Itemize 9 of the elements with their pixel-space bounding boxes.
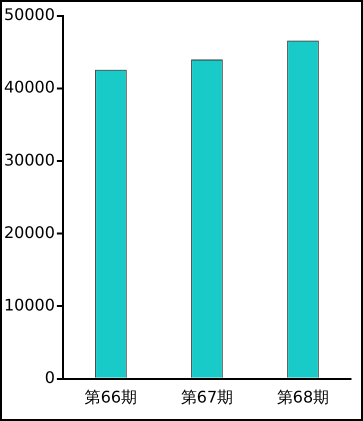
y-tick-label: 0 [44, 368, 55, 387]
y-tick-label: 50000 [4, 5, 55, 24]
y-tick-label: 40000 [4, 78, 55, 97]
y-tick-label: 30000 [4, 150, 55, 170]
x-tick-label: 第66期 [84, 388, 138, 407]
y-tick-label: 20000 [4, 222, 55, 242]
x-tick-label: 第68期 [276, 388, 330, 407]
x-tick-label: 第67期 [180, 388, 234, 407]
y-tick-label: 10000 [4, 295, 55, 314]
